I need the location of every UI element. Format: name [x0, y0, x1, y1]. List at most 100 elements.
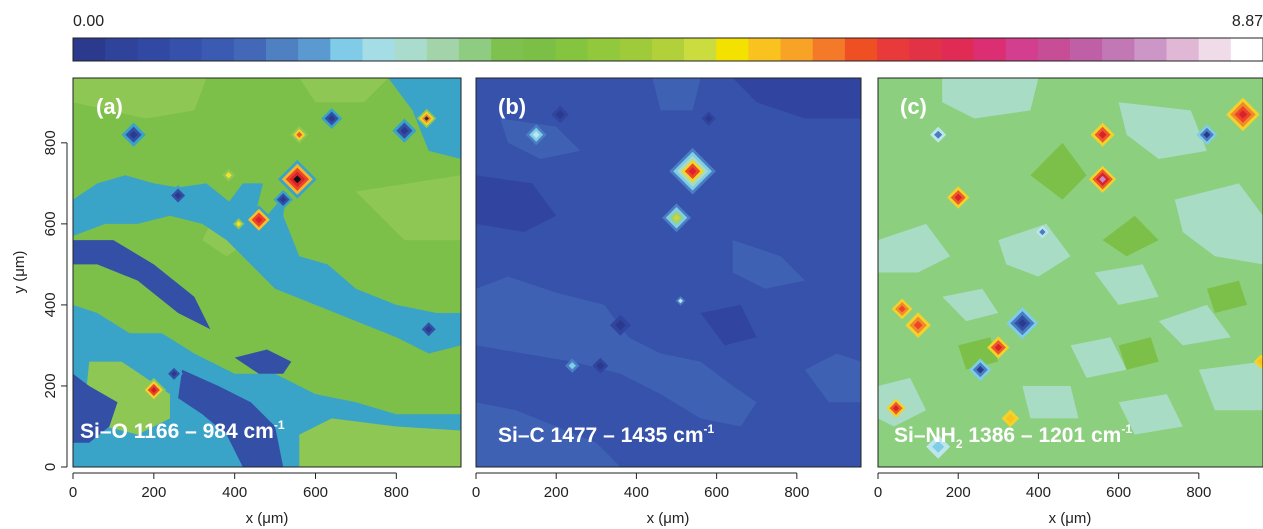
panel-b-xlabel: x (μm): [647, 510, 690, 527]
colorbar-cell: [201, 38, 235, 61]
heatmap-region: [73, 78, 207, 119]
panel-b: (b) Si–C 1477 – 1435 cm-1 0 200 400 600 800 …: [472, 77, 862, 527]
heatmap-region: [942, 288, 999, 322]
colorbar: 0.00 8.87: [72, 13, 1263, 62]
y-tick-label: 200: [42, 373, 59, 398]
y-tick-label: 400: [42, 292, 59, 317]
colorbar-cell: [651, 38, 685, 61]
heatmap-region: [234, 349, 292, 374]
heatmap-region: [998, 223, 1071, 277]
colorbar-cell: [491, 38, 524, 61]
heatmap-spot: [976, 366, 984, 374]
heatmap-spot: [555, 110, 565, 119]
heatmap-spot: [568, 362, 576, 370]
colorbar-cell: [716, 38, 749, 61]
heatmap-spot: [328, 115, 336, 122]
x-tick-label: 200: [946, 484, 971, 501]
panel-b-annotation: Si–C 1477 – 1435 cm-1: [498, 422, 714, 447]
heatmap-spot: [171, 370, 177, 377]
heatmap-region: [299, 78, 389, 103]
colorbar-cell: [1134, 38, 1168, 61]
panel-a-axes: 0 200 400 600 800 0 200 400 600 800: [42, 130, 409, 501]
colorbar-cell: [1166, 38, 1200, 61]
colorbar-cell: [619, 38, 653, 61]
heatmap-region: [476, 175, 557, 232]
x-tick-label: 0: [874, 484, 882, 501]
panel-a-label: (a): [96, 94, 123, 119]
colorbar-cell: [909, 38, 942, 61]
heatmap-spot: [1005, 414, 1015, 423]
heatmap-region: [355, 175, 461, 241]
heatmap-spot: [892, 405, 900, 412]
x-tick-label: 0: [69, 484, 77, 501]
panel-a-xlabel: x (μm): [246, 510, 289, 527]
heatmap-spot: [279, 196, 287, 203]
colorbar-cell: [137, 38, 171, 61]
heatmap-spot: [1238, 110, 1248, 119]
x-tick-label: 800: [784, 484, 809, 501]
colorbar-cell: [394, 38, 428, 61]
panel-a-ylabel: y (μm): [11, 251, 28, 294]
x-tick-label: 600: [704, 484, 729, 501]
panel-b-axes: 0 200 400 600 800: [472, 472, 809, 501]
colorbar-cell: [844, 38, 878, 61]
colorbar-max-label: 8.87: [1232, 13, 1263, 30]
colorbar-cell: [426, 38, 460, 61]
heatmap-spot: [425, 325, 433, 333]
heatmap-spot: [1203, 131, 1211, 139]
heatmap-region: [878, 223, 951, 273]
colorbar-cell: [748, 38, 782, 61]
x-tick-label: 400: [222, 484, 247, 501]
y-tick-label: 0: [42, 463, 59, 471]
colorbar-cell: [555, 38, 589, 61]
heatmap-region: [476, 402, 621, 467]
panel-c-label: (c): [900, 94, 927, 119]
heatmap-region: [73, 240, 211, 330]
colorbar-cell: [73, 38, 106, 61]
colorbar-cell: [684, 38, 717, 61]
heatmap-region: [1174, 183, 1263, 265]
heatmap-region: [700, 304, 757, 346]
heatmap-spot: [615, 320, 626, 331]
colorbar-frame: [72, 37, 1263, 62]
x-tick-label: 0: [472, 484, 480, 501]
colorbar-cell: [458, 38, 492, 61]
panel-b-heatmap: [476, 78, 861, 467]
colorbar-cell: [1070, 38, 1103, 61]
heatmap-region: [958, 337, 999, 370]
colorbar-cell: [587, 38, 621, 61]
panel-b-frame: [475, 77, 862, 468]
x-tick-label: 800: [384, 484, 409, 501]
heatmap-region: [652, 78, 701, 111]
panel-c-frame: [877, 77, 1263, 468]
heatmap-spot: [129, 130, 138, 139]
heatmap-region: [732, 78, 861, 119]
colorbar-cell: [812, 38, 846, 61]
panel-b-label: (b): [498, 94, 526, 119]
colorbar-cell: [973, 38, 1007, 61]
colorbar-cell: [265, 38, 299, 61]
colorbar-cell: [877, 38, 910, 61]
heatmap-spot: [678, 298, 683, 304]
heatmap-region: [1102, 215, 1159, 257]
y-tick-label: 600: [42, 211, 59, 236]
heatmap-region: [1118, 102, 1207, 159]
heatmap-spot: [225, 172, 232, 179]
heatmap-spot: [1039, 228, 1046, 236]
heatmap-spot: [934, 130, 943, 139]
colorbar-min-label: 0.00: [73, 13, 104, 30]
heatmap-spot: [596, 361, 605, 370]
colorbar-cell: [1198, 38, 1232, 61]
colorbar-cell: [1230, 38, 1263, 61]
x-tick-label: 200: [544, 484, 569, 501]
heatmap-region: [1022, 386, 1079, 419]
heatmap-spot: [705, 114, 713, 123]
colorbar-cell: [1102, 38, 1135, 61]
panel-c-axes: 0 200 400 600 800: [874, 472, 1211, 501]
heatmap-spot: [1257, 358, 1263, 366]
heatmap-region: [878, 377, 927, 427]
y-tick-label: 800: [42, 130, 59, 155]
heatmap-spot: [898, 305, 906, 313]
heatmap-spot: [932, 440, 945, 453]
heatmap-spot: [400, 126, 409, 135]
